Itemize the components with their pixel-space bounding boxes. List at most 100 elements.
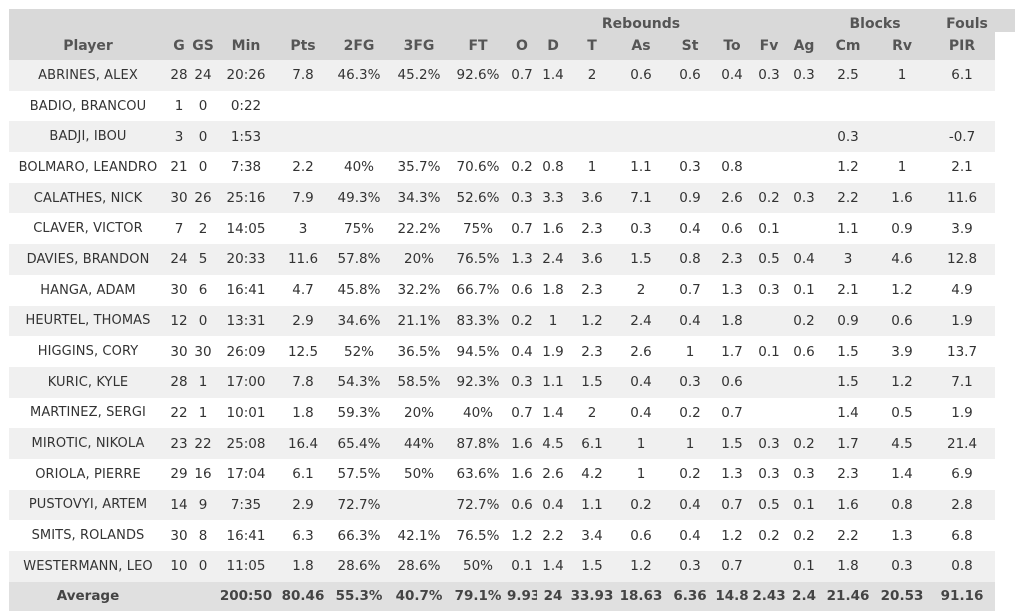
stat-cell-ft [449, 121, 507, 153]
stat-cell-2fg [329, 121, 389, 153]
stat-cell-d: 1.1 [537, 366, 569, 398]
average-cell-ag: 2.4 [787, 581, 822, 611]
table-row: HEURTEL, THOMAS 12 0 13:31 2.9 34.6% 21.1% 83.3… [9, 305, 1015, 337]
column-header-ft[interactable]: FT [449, 32, 507, 60]
stat-cell-o: 0.7 [507, 397, 537, 429]
stat-cell-fv: 0.3 [751, 60, 788, 91]
stat-cell-t: 1.5 [569, 366, 615, 398]
stat-cell-ft: 72.7% [449, 489, 507, 521]
stat-cell-t: 2 [569, 397, 615, 429]
stat-cell-fv [751, 121, 788, 153]
column-header-o[interactable]: O [507, 32, 537, 60]
column-header-gs[interactable]: GS [191, 32, 215, 60]
stat-cell-to: 2.6 [713, 182, 752, 214]
group-header-blocks: Blocks [821, 9, 930, 32]
stat-cell-fv: 0.5 [751, 244, 788, 275]
stat-cell-o: 0.6 [507, 274, 537, 306]
stat-cell-d: 1.4 [537, 397, 569, 429]
stat-cell-pts: 2.9 [277, 305, 329, 337]
stat-cell-gs: 30 [191, 336, 215, 367]
column-header-cm[interactable]: Cm [821, 32, 876, 60]
stat-cell-o [507, 121, 537, 153]
column-header-pir[interactable]: PIR [929, 32, 996, 60]
stat-cell-gs: 0 [191, 90, 215, 122]
player-rows: ABRINES, ALEX 28 24 20:26 7.8 46.3% 45.2% 92.6%… [9, 60, 1015, 582]
stat-cell-t: 1.2 [569, 305, 615, 337]
stat-cell-fv [751, 397, 788, 429]
table-row: ABRINES, ALEX 28 24 20:26 7.8 46.3% 45.2% 92.6%… [9, 60, 1015, 91]
column-header-pts[interactable]: Pts [277, 32, 329, 60]
stat-cell-3fg: 20% [389, 397, 449, 429]
column-header-ag[interactable]: Ag [787, 32, 822, 60]
stat-cell-pir: 21.4 [929, 428, 996, 459]
stat-cell-cm: 1.5 [821, 366, 876, 398]
column-header-to[interactable]: To [713, 32, 752, 60]
column-header-min[interactable]: Min [215, 32, 277, 60]
stat-cell-as: 1 [615, 458, 667, 490]
stat-cell-ft: 63.6% [449, 458, 507, 490]
stat-cell-pir: 11.6 [929, 182, 996, 214]
stat-cell-o: 0.6 [507, 489, 537, 521]
table-row: HIGGINS, CORY 30 30 26:09 12.5 52% 36.5% 94.5% 0… [9, 336, 1015, 367]
stat-cell-pts [277, 90, 329, 122]
average-cell-g [167, 581, 191, 611]
column-header-st[interactable]: St [667, 32, 714, 60]
stat-cell-to: 0.4 [713, 60, 752, 91]
stat-cell-d: 0.8 [537, 152, 569, 183]
column-header-d[interactable]: D [537, 32, 569, 60]
stat-cell-ft: 94.5% [449, 336, 507, 367]
stat-cell-ag [787, 152, 822, 183]
stat-cell-gs: 26 [191, 182, 215, 214]
stat-cell-t: 1.5 [569, 551, 615, 582]
stat-cell-d: 3.3 [537, 182, 569, 214]
stat-cell-gs: 2 [191, 213, 215, 245]
player-name: SMITS, ROLANDS [9, 520, 167, 551]
stat-cell-st: 0.2 [667, 397, 714, 429]
player-name: CALATHES, NICK [9, 182, 167, 214]
stat-cell-cm: 2.5 [821, 60, 876, 91]
column-header-3fg[interactable]: 3FG [389, 32, 449, 60]
column-header-g[interactable]: G [167, 32, 191, 60]
stat-cell-to: 0.6 [713, 366, 752, 398]
stat-cell-2fg: 65.4% [329, 428, 389, 459]
stat-cell-fv: 0.3 [751, 274, 788, 306]
stat-cell-g: 12 [167, 305, 191, 337]
stat-cell-ft [449, 90, 507, 122]
table-row: ORIOLA, PIERRE 29 16 17:04 6.1 57.5% 50% 63.6% 1… [9, 458, 1015, 490]
stat-cell-2fg: 34.6% [329, 305, 389, 337]
group-header-row: Rebounds Blocks Fouls [9, 9, 1015, 32]
column-header-player[interactable]: Player [9, 32, 167, 60]
player-name: WESTERMANN, LEO [9, 551, 167, 582]
stat-cell-ag: 0.2 [787, 428, 822, 459]
stat-cell-cm: 1.4 [821, 397, 876, 429]
stat-cell-min: 1:53 [215, 121, 277, 153]
stat-cell-ag: 0.4 [787, 244, 822, 275]
stat-cell-rv: 1.3 [875, 520, 930, 551]
player-name: HIGGINS, CORY [9, 336, 167, 367]
stat-cell-cm: 1.6 [821, 489, 876, 521]
column-header-t[interactable]: T [569, 32, 615, 60]
column-header-rv[interactable]: Rv [875, 32, 930, 60]
stat-cell-cm: 1.5 [821, 336, 876, 367]
average-cell-pts: 80.46 [277, 581, 329, 611]
stat-cell-pir: 3.9 [929, 213, 996, 245]
column-header-fv[interactable]: Fv [751, 32, 788, 60]
column-header-2fg[interactable]: 2FG [329, 32, 389, 60]
stat-cell-3fg: 32.2% [389, 274, 449, 306]
stat-cell-d: 0.4 [537, 489, 569, 521]
stat-cell-to: 0.7 [713, 551, 752, 582]
player-name: CLAVER, VICTOR [9, 213, 167, 245]
stat-cell-g: 10 [167, 551, 191, 582]
stat-cell-2fg: 45.8% [329, 274, 389, 306]
table-row: BADJI, IBOU 3 0 1:53 0.3 -0.7 [9, 121, 1015, 153]
stat-cell-d: 4.5 [537, 428, 569, 459]
stat-cell-ag: 0.3 [787, 182, 822, 214]
column-header-as[interactable]: As [615, 32, 667, 60]
average-cell-2fg: 55.3% [329, 581, 389, 611]
stat-cell-as: 7.1 [615, 182, 667, 214]
stat-cell-ag: 0.3 [787, 458, 822, 490]
stat-cell-pts: 7.8 [277, 60, 329, 91]
stat-cell-to: 0.8 [713, 152, 752, 183]
stat-cell-t: 2.3 [569, 213, 615, 245]
stat-cell-pir: 7.1 [929, 366, 996, 398]
